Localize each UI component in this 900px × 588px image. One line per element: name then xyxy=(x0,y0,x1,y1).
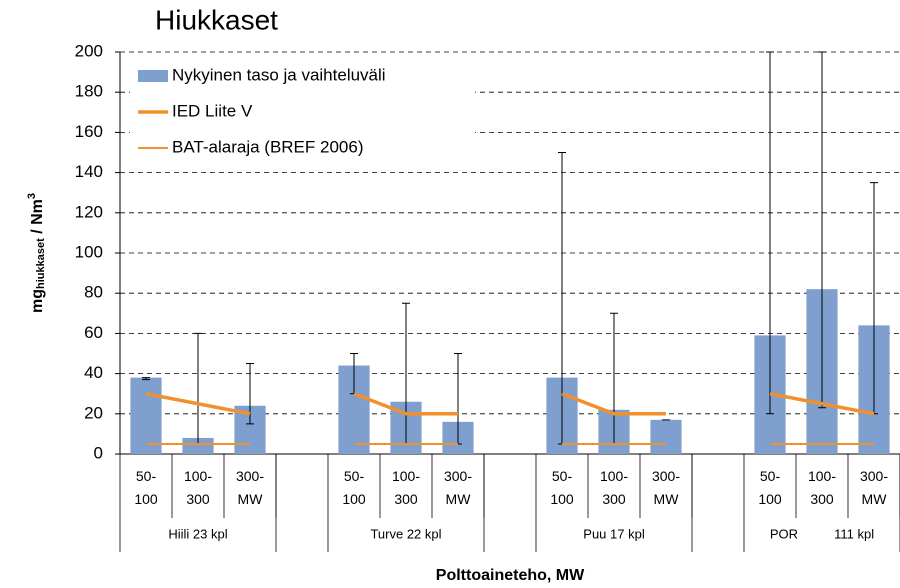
x-tick-line: 300 xyxy=(394,491,418,507)
x-tick-label: 300- MW xyxy=(444,468,472,507)
x-tick-line: MW xyxy=(446,491,472,507)
x-tick-label: 50-100 xyxy=(134,468,158,507)
x-tick-line: 300 xyxy=(602,491,626,507)
line xyxy=(561,392,666,416)
group-label: Hiili 23 kpl xyxy=(168,526,227,541)
x-tick-line: 100- xyxy=(600,468,628,484)
y-label-sup: 3 xyxy=(26,193,38,199)
x-tick-line: 50- xyxy=(552,468,573,484)
line xyxy=(353,392,458,416)
group-label: Turve 22 kpl xyxy=(370,526,441,541)
y-tick-label: 120 xyxy=(75,202,103,221)
x-tick-line: 100- xyxy=(184,468,212,484)
x-tick-line: MW xyxy=(654,491,680,507)
x-tick-label: 100- 300 xyxy=(808,468,836,507)
chart-title: Hiukkaset xyxy=(155,4,278,35)
y-tick-label: 0 xyxy=(94,443,103,462)
x-tick-line: 300- xyxy=(444,468,472,484)
bar xyxy=(130,377,162,454)
x-tick-line: 50- xyxy=(760,468,781,484)
line xyxy=(769,391,875,416)
x-tick-label: 300- MW xyxy=(652,468,680,507)
x-tick-label: 50-100 xyxy=(758,468,782,507)
x-tick-label: 300- MW xyxy=(236,468,264,507)
error-bar xyxy=(142,377,150,381)
line xyxy=(145,391,251,416)
error-bar xyxy=(818,51,826,409)
error-bar xyxy=(766,51,774,415)
legend-label: IED Liite V xyxy=(172,101,253,120)
x-tick-line: 300- xyxy=(652,468,680,484)
y-tick-label: 200 xyxy=(75,41,103,60)
x-tick-line: 100 xyxy=(758,491,782,507)
x-tick-line: 100- xyxy=(808,468,836,484)
x-tick-label: 50-100 xyxy=(342,468,366,507)
x-tick-label: 50-100 xyxy=(550,468,574,507)
x-tick-line: 300- xyxy=(860,468,888,484)
x-tick-line: 100 xyxy=(134,491,158,507)
y-tick-label: 100 xyxy=(75,242,103,261)
group-label: POR 111 kpl xyxy=(770,526,874,541)
y-tick-label: 60 xyxy=(84,323,103,342)
legend-swatch xyxy=(138,70,168,82)
y-axis-label: mghiukkaset / Nm3 xyxy=(26,193,47,313)
legend-label: BAT-alaraja (BREF 2006) xyxy=(172,137,363,156)
x-tick-label: 300- MW xyxy=(860,468,888,507)
y-label-main: mg xyxy=(29,289,46,313)
y-tick-label: 80 xyxy=(84,283,103,302)
error-bar xyxy=(194,332,202,445)
x-tick-line: 100 xyxy=(550,491,574,507)
x-tick-line: MW xyxy=(238,491,264,507)
x-tick-label: 100- 300 xyxy=(600,468,628,507)
y-tick-label: 20 xyxy=(84,403,103,422)
x-tick-line: 300 xyxy=(810,491,834,507)
x-tick-label: 100- 300 xyxy=(392,468,420,507)
y-tick-label: 160 xyxy=(75,122,103,141)
x-tick-line: 100 xyxy=(342,491,366,507)
bar xyxy=(650,419,682,454)
x-tick-line: MW xyxy=(862,491,888,507)
y-label-sub: hiukkaset xyxy=(35,238,47,289)
y-tick-label: 140 xyxy=(75,162,103,181)
legend-label: Nykyinen taso ja vaihteluväli xyxy=(172,65,386,84)
x-tick-line: 50- xyxy=(136,468,157,484)
legend-box xyxy=(130,60,475,166)
y-tick-label: 40 xyxy=(84,363,103,382)
y-label-rest: / Nm xyxy=(29,199,46,238)
x-tick-label: 100- 300 xyxy=(184,468,212,507)
x-tick-line: 300 xyxy=(186,491,210,507)
x-axis-label: Polttoaineteho, MW xyxy=(436,567,585,584)
x-tick-line: 50- xyxy=(344,468,365,484)
group-label: Puu 17 kpl xyxy=(583,526,645,541)
x-tick-line: 300- xyxy=(236,468,264,484)
y-tick-label: 180 xyxy=(75,82,103,101)
x-tick-line: 100- xyxy=(392,468,420,484)
bar xyxy=(182,437,214,454)
